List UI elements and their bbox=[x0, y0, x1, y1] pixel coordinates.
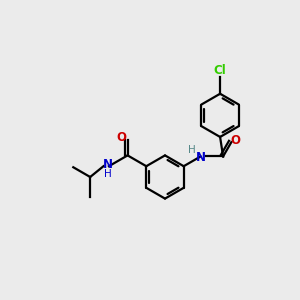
Text: H: H bbox=[188, 145, 196, 155]
Text: N: N bbox=[103, 158, 113, 171]
Text: O: O bbox=[231, 134, 241, 147]
Text: Cl: Cl bbox=[214, 64, 226, 77]
Text: H: H bbox=[104, 169, 112, 179]
Text: O: O bbox=[116, 131, 126, 144]
Text: N: N bbox=[196, 151, 206, 164]
